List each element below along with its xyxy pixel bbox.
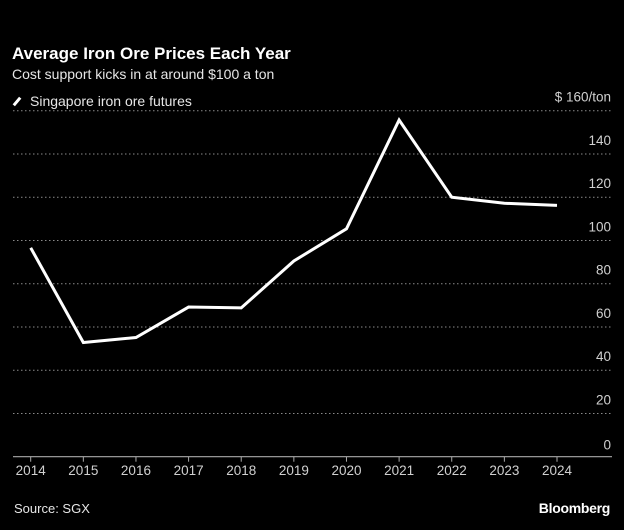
y-tick-label: 120: [588, 176, 611, 191]
x-tick-label: 2020: [331, 463, 361, 478]
y-tick-label: 60: [596, 306, 611, 321]
source-note: Source: SGX: [14, 501, 90, 516]
x-tick-label: 2015: [68, 463, 98, 478]
y-tick-label: 140: [588, 133, 611, 148]
x-tick-label: 2019: [279, 463, 309, 478]
x-tick-label: 2018: [226, 463, 256, 478]
x-tick-label: 2022: [437, 463, 467, 478]
y-tick-label: $ 160/ton: [555, 90, 611, 105]
x-tick-label: 2021: [384, 463, 414, 478]
legend-label: Singapore iron ore futures: [30, 93, 192, 109]
y-tick-label: 0: [603, 438, 611, 453]
x-tick-label: 2023: [489, 463, 519, 478]
series-line: [29, 117, 558, 345]
y-tick-label: 100: [588, 219, 611, 234]
x-tick-label: 2024: [542, 463, 573, 478]
x-tick-label: 2017: [174, 463, 204, 478]
chart-subtitle: Cost support kicks in at around $100 a t…: [12, 66, 275, 82]
y-tick-label: 80: [596, 263, 611, 278]
x-tick-label: 2016: [121, 463, 151, 478]
legend: Singapore iron ore futures: [12, 93, 192, 109]
y-tick-label: 20: [596, 392, 611, 407]
y-tick-label: 40: [596, 349, 611, 364]
bloomberg-logo: Bloomberg: [538, 500, 611, 516]
x-tick-label: 2014: [16, 463, 47, 478]
chart-title: Average Iron Ore Prices Each Year: [12, 44, 291, 63]
